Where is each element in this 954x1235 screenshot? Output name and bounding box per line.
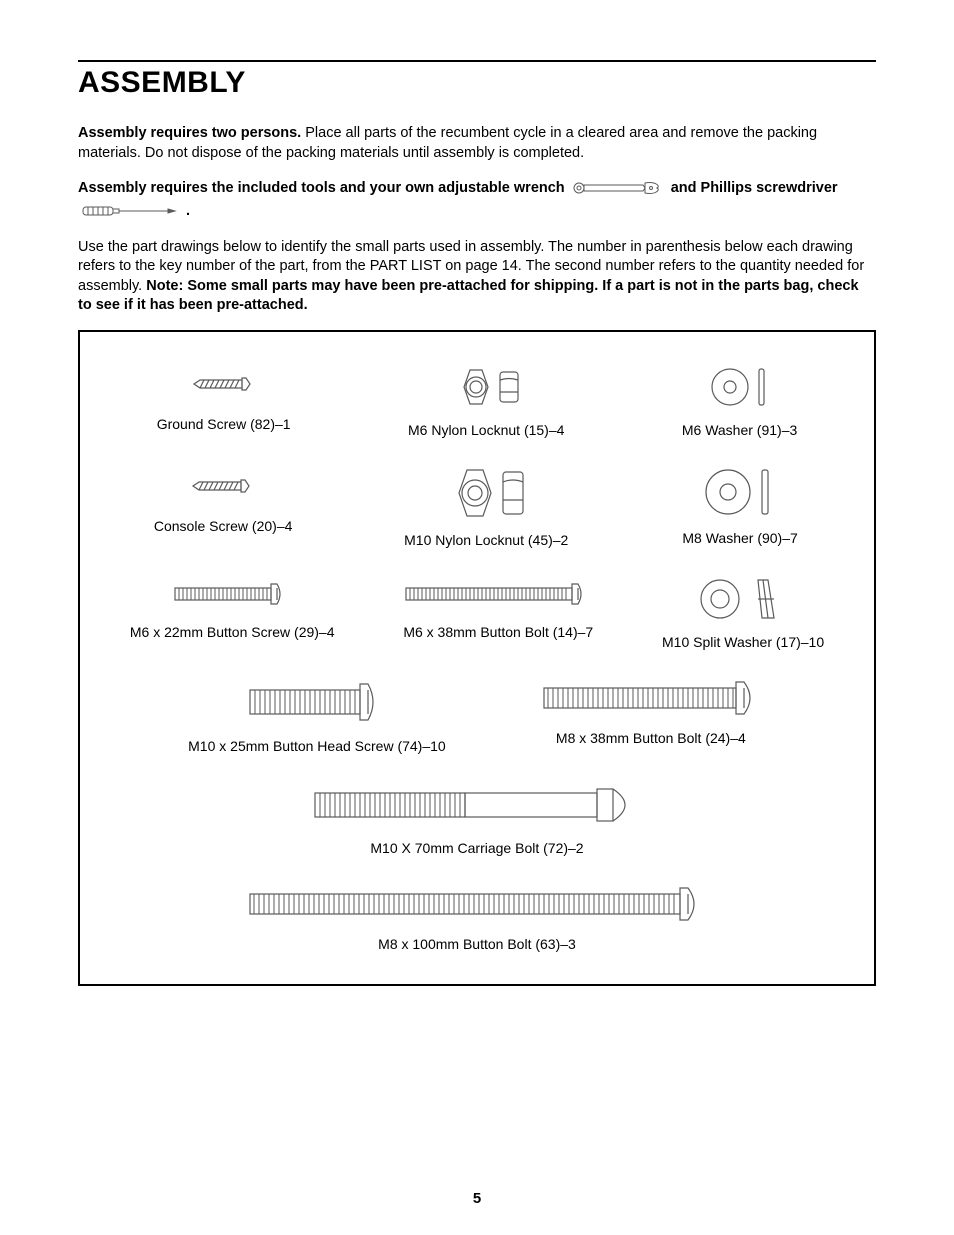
parts-row-5: M10 X 70mm Carriage Bolt (72)–2	[98, 780, 856, 856]
part-m10x25-screw: M10 x 25mm Button Head Screw (74)–10	[188, 676, 446, 754]
part-m6-locknut: M6 Nylon Locknut (15)–4	[408, 362, 564, 438]
part-m8x38-bolt: M8 x 38mm Button Bolt (24)–4	[536, 676, 766, 754]
screwdriver-icon	[82, 204, 178, 218]
m10-split-washer-icon	[678, 574, 808, 624]
page-number: 5	[0, 1190, 954, 1207]
part-label: M8 x 100mm Button Bolt (63)–3	[378, 936, 576, 952]
m10-locknut-icon	[421, 464, 551, 522]
m6x38-bolt-icon	[398, 574, 598, 614]
parts-row-6: M8 x 100mm Button Bolt (63)–3	[98, 882, 856, 952]
part-label: M6 x 22mm Button Screw (29)–4	[130, 624, 335, 640]
page: ASSEMBLY Assembly requires two persons. …	[0, 0, 954, 1235]
intro-paragraph: Assembly requires two persons. Place all…	[78, 124, 876, 163]
m8-washer-icon	[680, 464, 800, 520]
m6-washer-icon	[685, 362, 795, 412]
part-label: M10 X 70mm Carriage Bolt (72)–2	[370, 840, 583, 856]
ground-screw-icon	[184, 362, 264, 406]
parts-box: Ground Screw (82)–1 M6 Nylon Locknut (15…	[78, 330, 876, 986]
part-console-screw: Console Screw (20)–4	[154, 464, 293, 548]
part-m10-locknut: M10 Nylon Locknut (45)–2	[404, 464, 568, 548]
m8x100-bolt-icon	[242, 882, 712, 926]
parts-row-4: M10 x 25mm Button Head Screw (74)–10	[98, 676, 856, 754]
tools-paragraph: Assembly requires the included tools and…	[78, 177, 876, 223]
m6x22-screw-icon	[167, 574, 297, 614]
intro-lead: Assembly requires two persons.	[78, 125, 301, 141]
part-label: M10 Split Washer (17)–10	[662, 634, 824, 650]
part-ground-screw: Ground Screw (82)–1	[157, 362, 291, 438]
console-screw-icon	[183, 464, 263, 508]
explain-paragraph: Use the part drawings below to identify …	[78, 238, 876, 316]
explain-bold: Note: Some small parts may have been pre…	[78, 278, 859, 314]
part-label: M6 Washer (91)–3	[682, 422, 797, 438]
part-label: M10 Nylon Locknut (45)–2	[404, 532, 568, 548]
part-label: Console Screw (20)–4	[154, 518, 293, 534]
m6-locknut-icon	[426, 362, 546, 412]
m10x70-carriage-bolt-icon	[307, 780, 647, 830]
part-label: Ground Screw (82)–1	[157, 416, 291, 432]
part-m6-washer: M6 Washer (91)–3	[682, 362, 797, 438]
part-m10x70-carriage-bolt: M10 X 70mm Carriage Bolt (72)–2	[307, 780, 647, 856]
part-label: M8 Washer (90)–7	[682, 530, 797, 546]
part-m6x38-bolt: M6 x 38mm Button Bolt (14)–7	[398, 574, 598, 650]
m10x25-screw-icon	[242, 676, 392, 728]
parts-row-1: Ground Screw (82)–1 M6 Nylon Locknut (15…	[98, 362, 856, 438]
wrench-icon	[573, 179, 663, 197]
top-rule	[78, 60, 876, 62]
parts-row-3: M6 x 22mm Button Screw (29)–4	[98, 574, 856, 650]
part-label: M10 x 25mm Button Head Screw (74)–10	[188, 738, 446, 754]
part-m8x100-bolt: M8 x 100mm Button Bolt (63)–3	[242, 882, 712, 952]
tools-text-3: .	[186, 203, 190, 219]
part-m6x22-screw: M6 x 22mm Button Screw (29)–4	[130, 574, 335, 650]
part-label: M6 Nylon Locknut (15)–4	[408, 422, 564, 438]
part-label: M8 x 38mm Button Bolt (24)–4	[556, 730, 746, 746]
tools-text-1: Assembly requires the included tools and…	[78, 180, 569, 196]
part-m10-split-washer: M10 Split Washer (17)–10	[662, 574, 824, 650]
page-title: ASSEMBLY	[78, 66, 876, 100]
parts-row-2: Console Screw (20)–4 M10 Nylon Locknut (…	[98, 464, 856, 548]
part-label: M6 x 38mm Button Bolt (14)–7	[403, 624, 593, 640]
tools-text-2: and Phillips screwdriver	[671, 180, 838, 196]
m8x38-bolt-icon	[536, 676, 766, 720]
part-m8-washer: M8 Washer (90)–7	[680, 464, 800, 548]
